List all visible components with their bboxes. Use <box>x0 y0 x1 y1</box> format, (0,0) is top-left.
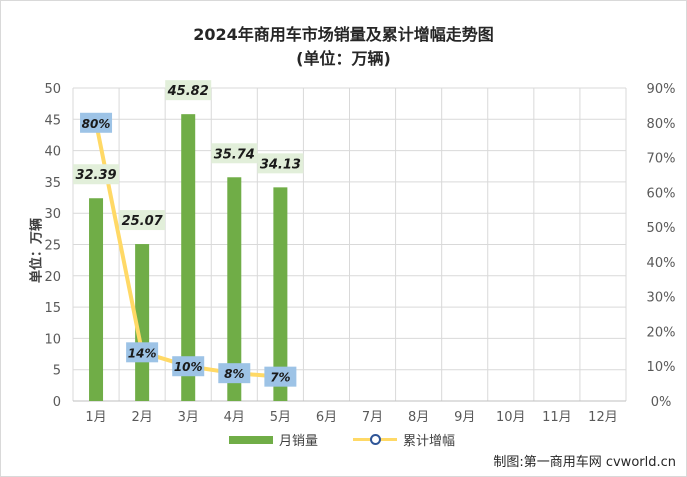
bar <box>273 187 288 401</box>
legend-line-swatch <box>353 434 397 445</box>
y-tick-left: 25 <box>44 239 61 254</box>
line-data-label: 7% <box>270 371 290 385</box>
line-label-box <box>80 112 113 133</box>
y-tick-left: 15 <box>44 301 61 316</box>
x-tick-label: 7月 <box>362 410 383 425</box>
y-tick-right: 0% <box>651 395 672 410</box>
x-tick-label: 1月 <box>85 410 106 425</box>
line-data-label: 80% <box>82 117 111 131</box>
line-label-box <box>264 366 297 387</box>
x-tick-label: 12月 <box>588 410 618 425</box>
y-tick-right: 90% <box>647 82 676 97</box>
line-data-label: 14% <box>128 346 157 360</box>
y-tick-right: 50% <box>647 221 676 236</box>
y-tick-right: 70% <box>647 152 676 167</box>
legend-item-bar: 月销量 <box>229 430 318 449</box>
y-tick-left: 45 <box>44 113 61 128</box>
y-tick-left: 10 <box>44 332 61 347</box>
legend-label-line: 累计增幅 <box>403 434 456 449</box>
y-tick-left: 30 <box>44 207 61 222</box>
x-tick-label: 5月 <box>270 410 291 425</box>
x-tick-label: 10月 <box>496 410 526 425</box>
legend-bar-swatch <box>229 435 273 444</box>
bar-label-box <box>165 80 212 101</box>
bar <box>227 177 242 401</box>
bar-label-box <box>119 210 166 231</box>
chart-title: 2024年商用车市场销量及累计增幅走势图 <box>193 25 494 44</box>
chart-subtitle: (单位：万辆) <box>296 49 391 68</box>
x-tick-label: 4月 <box>224 410 245 425</box>
x-tick-label: 9月 <box>454 410 475 425</box>
y-tick-left: 40 <box>44 145 61 160</box>
line-label-box <box>172 356 205 377</box>
line-label-box <box>218 363 251 384</box>
y-tick-left: 20 <box>44 270 61 285</box>
legend-item-line: 累计增幅 <box>353 430 455 449</box>
line-data-label: 8% <box>224 367 244 381</box>
y-tick-right: 80% <box>647 117 676 132</box>
y-tick-right: 60% <box>647 186 676 201</box>
y-tick-right: 20% <box>647 325 676 340</box>
line-data-label: 10% <box>174 360 203 374</box>
line-label-box <box>126 342 159 363</box>
legend: 月销量 累计增幅 <box>1 430 686 450</box>
bar-data-label: 45.82 <box>167 84 209 99</box>
bar-label-box <box>211 143 258 164</box>
y-tick-left: 35 <box>44 176 61 191</box>
y-tick-left: 0 <box>53 395 61 410</box>
y-tick-right: 10% <box>647 360 676 375</box>
x-tick-label: 2月 <box>131 410 152 425</box>
bar-data-label: 34.13 <box>260 157 301 172</box>
x-tick-label: 3月 <box>178 410 199 425</box>
legend-label-bar: 月销量 <box>279 434 319 449</box>
bar-label-box <box>73 164 120 185</box>
y-tick-right: 40% <box>647 256 676 271</box>
bar-data-label: 35.74 <box>214 147 255 162</box>
bar-data-label: 32.39 <box>75 168 116 183</box>
bar <box>181 114 196 401</box>
x-tick-label: 6月 <box>316 410 337 425</box>
bar <box>89 198 104 401</box>
x-tick-label: 8月 <box>408 410 429 425</box>
y-tick-left: 50 <box>44 82 61 97</box>
x-tick-label: 11月 <box>542 410 572 425</box>
y-tick-right: 30% <box>647 291 676 306</box>
credit-text: 制图:第一商用车网 cvworld.cn <box>493 455 676 470</box>
bar-data-label: 25.07 <box>122 214 164 229</box>
y-tick-left: 5 <box>53 364 61 379</box>
bar-label-box <box>257 153 304 174</box>
